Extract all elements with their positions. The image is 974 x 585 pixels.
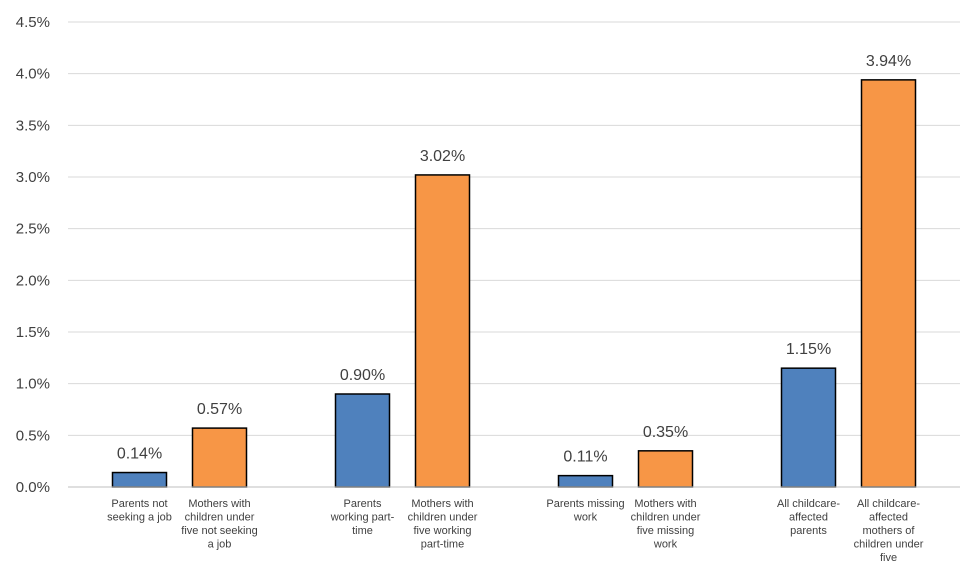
bar <box>637 450 694 488</box>
category-label: Mothers with children under five not seeki… <box>181 498 257 551</box>
category-label-line: Parents <box>344 498 382 510</box>
category-label-line: five missing <box>637 525 694 537</box>
data-label: 3.02% <box>420 148 465 165</box>
category-label-line: work <box>653 539 678 551</box>
y-tick-label: 4.0% <box>16 66 50 83</box>
bar <box>191 427 248 488</box>
category-label-line: Mothers with <box>411 498 473 510</box>
data-label: 0.90% <box>340 367 385 384</box>
category-label: Mothers with children under five working pa… <box>408 498 478 551</box>
data-label: 3.94% <box>866 53 911 70</box>
data-label: 0.57% <box>197 401 242 418</box>
y-tick-label: 3.5% <box>16 117 50 134</box>
category-label: All childcare-affected parents <box>777 498 840 537</box>
gridlines <box>68 21 960 436</box>
category-label-line: children under <box>854 539 924 551</box>
y-tick-label: 2.5% <box>16 221 50 238</box>
category-label-line: Mothers with <box>634 498 696 510</box>
category-label-line: part-time <box>421 539 464 551</box>
data-label: 0.14% <box>117 446 162 463</box>
category-label-line: work <box>573 512 598 524</box>
category-label: All childcare-affected mothers of children… <box>854 498 924 564</box>
bar <box>780 367 837 488</box>
bars <box>111 79 917 488</box>
data-label: 1.15% <box>786 341 831 358</box>
y-tick-label: 1.0% <box>16 376 50 393</box>
y-tick-label: 1.5% <box>16 324 50 341</box>
bar <box>860 79 917 488</box>
data-labels: 0.14% 0.57% 0.90% 3.02% 0.11% 0.35% 1.15% 3.94% <box>117 53 911 466</box>
data-label: 0.11% <box>563 449 607 466</box>
y-tick-label: 3.0% <box>16 169 50 186</box>
category-label-line: parents <box>790 525 827 537</box>
y-axis-tick-labels: 0.0% 0.5% 1.0% 1.5% 2.0% 2.5% 3.0% 3.5% 4.0% 4.5% <box>16 14 50 496</box>
category-label-line: seeking a job <box>107 512 172 524</box>
category-label-line: five working <box>413 525 471 537</box>
category-label-line: affected <box>869 512 908 524</box>
bar <box>111 471 168 488</box>
category-label-line: mothers of <box>863 525 916 537</box>
category-label: Parents not seeking a job <box>107 498 172 524</box>
category-label: Mothers with children under five missing wo… <box>631 498 701 551</box>
y-tick-label: 0.0% <box>16 479 50 496</box>
category-label-line: Parents not <box>111 498 167 510</box>
bar <box>334 393 391 488</box>
y-tick-label: 2.0% <box>16 272 50 289</box>
category-labels: Parents not seeking a job Mothers with chil… <box>107 498 924 564</box>
category-label-line: working part- <box>330 512 395 524</box>
category-label-line: affected <box>789 512 828 524</box>
category-label-line: time <box>352 525 373 537</box>
category-label-line: children under <box>408 512 478 524</box>
category-label-line: children under <box>185 512 255 524</box>
data-label: 0.35% <box>643 424 688 441</box>
y-tick-label: 4.5% <box>16 14 50 31</box>
category-label: Parents working part-time <box>330 498 395 537</box>
bar <box>557 474 614 488</box>
category-label-line: five not seeking <box>181 525 257 537</box>
category-label-line: All childcare- <box>777 498 840 510</box>
bar <box>414 174 471 488</box>
category-label-line: Parents missing <box>546 498 624 510</box>
category-label-line: Mothers with <box>188 498 250 510</box>
category-label: Parents missing work <box>546 498 624 524</box>
category-label-line: children under <box>631 512 701 524</box>
category-label-line: a job <box>208 539 232 551</box>
category-label-line: five <box>880 552 897 564</box>
category-label-line: All childcare- <box>857 498 920 510</box>
y-tick-label: 0.5% <box>16 427 50 444</box>
